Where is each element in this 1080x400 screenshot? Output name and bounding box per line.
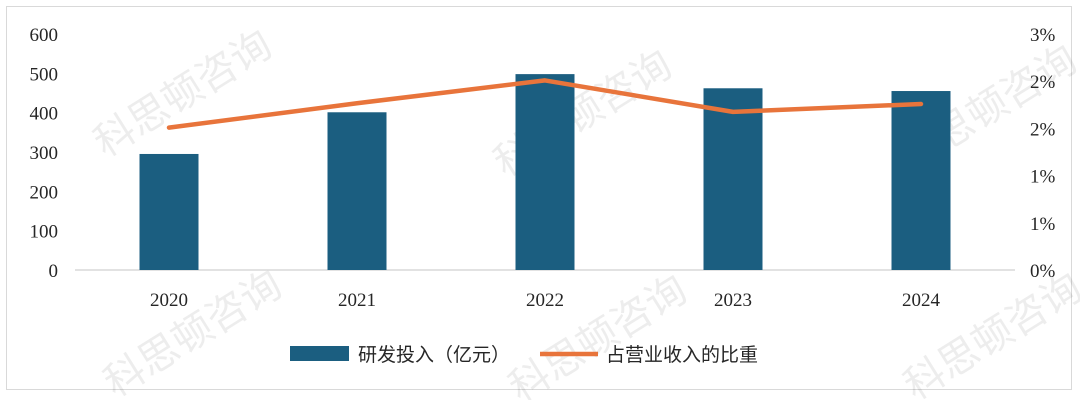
watermark-text: 科思顿咨询 [486, 41, 680, 186]
watermark-text: 科思顿咨询 [96, 261, 290, 400]
right-tick-label: 3% [1030, 25, 1056, 46]
watermark-text: 科思顿咨询 [501, 266, 695, 400]
left-tick-label: 0 [49, 261, 59, 282]
left-tick-label: 200 [30, 182, 59, 203]
right-tick-label: 1% [1030, 167, 1056, 188]
x-tick-label: 2022 [526, 290, 564, 311]
watermark-text: 科思顿咨询 [86, 21, 280, 166]
x-tick-label: 2023 [714, 290, 752, 311]
bar-2022 [515, 74, 575, 271]
bars [139, 74, 951, 271]
right-tick-label: 0% [1030, 261, 1056, 282]
left-tick-label: 100 [30, 222, 59, 243]
left-tick-label: 400 [30, 104, 59, 125]
right-tick-label: 2% [1030, 72, 1056, 93]
legend-label-bar: 研发投入（亿元） [358, 344, 510, 366]
bar-2024 [891, 91, 951, 271]
legend-label-line: 占营业收入的比重 [606, 344, 758, 366]
x-tick-label: 2021 [338, 290, 376, 311]
line-series [166, 78, 924, 130]
left-axis-ticks: 0 100 200 300 400 500 600 [30, 25, 59, 282]
right-axis-ticks: 0% 1% 1% 2% 2% 3% [1030, 25, 1056, 282]
bar-2023 [703, 88, 763, 270]
left-tick-label: 300 [30, 143, 59, 164]
bar-2020 [139, 153, 199, 270]
x-tick-label: 2020 [150, 290, 188, 311]
x-tick-label: 2024 [902, 290, 941, 311]
legend-swatch-bar [290, 346, 349, 361]
left-tick-label: 600 [30, 25, 59, 46]
right-tick-label: 2% [1030, 119, 1056, 140]
legend: 研发投入（亿元） 占营业收入的比重 [290, 344, 758, 366]
bar-2021 [327, 112, 387, 270]
right-tick-label: 1% [1030, 214, 1056, 235]
left-tick-label: 500 [30, 64, 59, 85]
x-axis-ticks: 2020 2021 2022 2023 2024 [150, 290, 941, 311]
watermark-text: 科思顿咨询 [896, 264, 1080, 400]
